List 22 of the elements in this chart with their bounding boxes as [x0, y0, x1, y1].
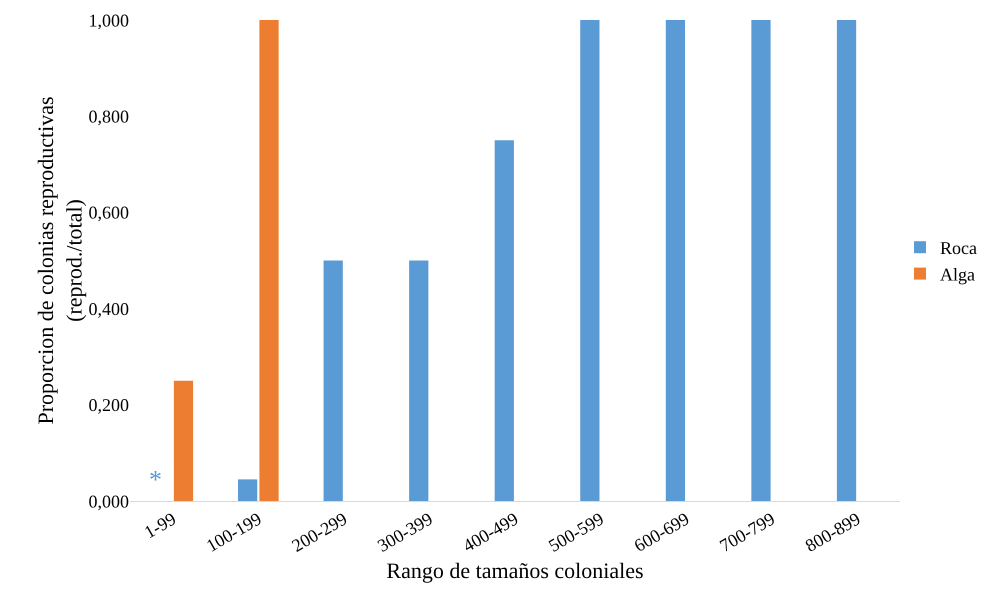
bar: [238, 479, 258, 501]
bar: [751, 20, 771, 501]
y-axis-title: Proporcion de colonias reproductivas (reprod./total): [32, 96, 86, 425]
bar: [324, 260, 343, 501]
y-tick-label: 0,600: [88, 202, 129, 223]
bar: [494, 140, 514, 501]
legend-label: Roca: [940, 238, 977, 258]
bar: [259, 20, 279, 501]
y-tick-label: 0,000: [88, 491, 129, 512]
y-tick-label: 0,800: [88, 106, 129, 126]
bar: [580, 20, 600, 501]
x-axis-title: Rango de tamaños coloniales: [386, 558, 644, 583]
bar: [409, 260, 428, 501]
y-tick-label: 0,200: [88, 395, 129, 416]
bar: [666, 20, 686, 501]
y-tick-label: 0,400: [88, 298, 129, 319]
x-tick-label: 1-99: [140, 508, 180, 542]
y-tick-label: 1,000: [88, 10, 129, 30]
bar: [174, 380, 194, 501]
legend-label: Alga: [940, 264, 975, 285]
bar: [836, 20, 856, 501]
annotation: *: [149, 465, 162, 494]
